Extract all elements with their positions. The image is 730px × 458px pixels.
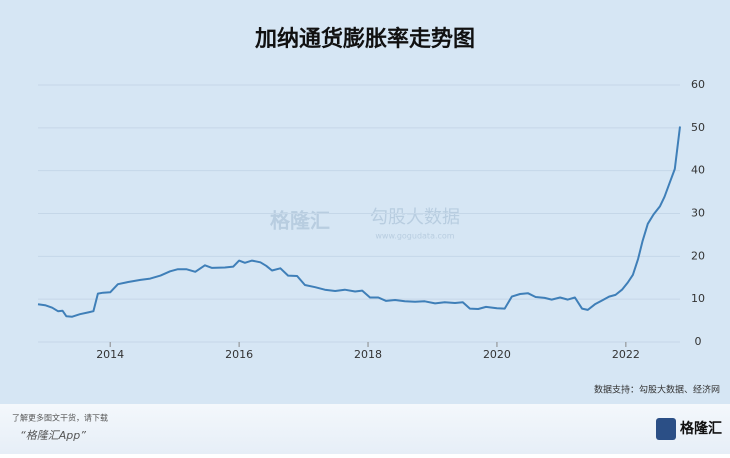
y-tick-label: 10 bbox=[691, 292, 705, 305]
line bbox=[37, 126, 681, 318]
y-tick-label: 30 bbox=[691, 207, 705, 220]
x-tick-label: 2022 bbox=[612, 348, 640, 361]
y-tick-label: 40 bbox=[691, 164, 705, 177]
logo-icon bbox=[656, 418, 676, 440]
watermark: 格隆汇 bbox=[270, 209, 330, 233]
y-tick-label: 50 bbox=[691, 121, 705, 134]
x-tick-label: 2014 bbox=[96, 348, 124, 361]
background bbox=[0, 0, 730, 404]
footer-prompt: 了解更多图文干货，请下载 bbox=[12, 413, 108, 423]
watermark: www.gogudata.com bbox=[375, 232, 454, 241]
footer-bg bbox=[0, 404, 730, 454]
chart-title: 加纳通货膨胀率走势图 bbox=[254, 26, 475, 52]
x-tick-label: 2020 bbox=[483, 348, 511, 361]
x-tick-label: 2018 bbox=[354, 348, 382, 361]
y-tick-label: 20 bbox=[691, 249, 705, 262]
x-tick-label: 2016 bbox=[225, 348, 253, 361]
source: 数据支持：勾股大数据、经济网 bbox=[594, 384, 720, 396]
footer-app: “格隆汇App” bbox=[20, 429, 86, 442]
watermark: 勾股大数据 bbox=[370, 207, 460, 228]
y-tick-label: 0 bbox=[695, 335, 702, 348]
y-tick-label: 60 bbox=[691, 78, 705, 91]
logo: 格隆汇 bbox=[680, 420, 722, 437]
